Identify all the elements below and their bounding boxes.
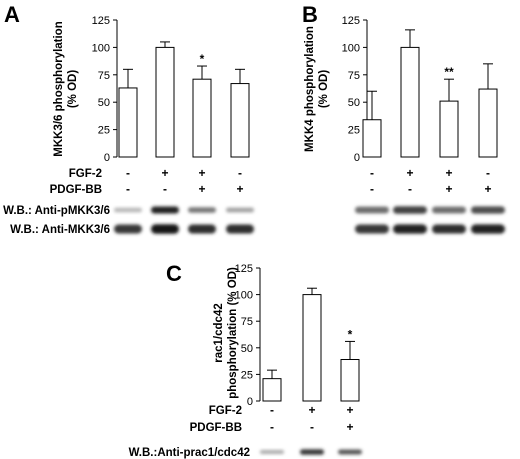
bar [118,87,138,158]
y-tick-label: 100 [342,42,360,54]
condition-sign: + [236,182,243,196]
blot-band [151,224,179,234]
condition-sign: - [126,166,130,180]
condition-sign: - [238,166,242,180]
blot-band [151,206,179,214]
y-axis-title-line: rac1/cdc42 [213,303,225,362]
y-tick-label: 75 [348,70,360,82]
y-axis-title: MKK4 phosphorylation (% OD) [304,26,330,152]
panel-letter: C [166,261,182,286]
condition-sign: + [161,166,168,180]
condition-sign: - [163,182,167,196]
panel-letter: B [302,2,318,27]
condition-label: PDGF-BB [190,422,242,434]
y-tick-label: 100 [92,42,110,54]
bar [400,46,420,158]
condition-sign: + [445,166,452,180]
y-tick-label: 25 [348,125,360,137]
blot-band [393,224,427,234]
blot-label: W.B.: Anti-MKK3/6 [10,224,110,236]
condition-sign: + [346,420,353,434]
bar [192,78,212,158]
blot-band [471,206,505,214]
significance-marker: * [348,327,353,341]
condition-sign: - [270,403,274,417]
y-tick-label: 50 [98,97,110,109]
blot-band [300,449,324,455]
bar [340,359,360,402]
y-tick-label: 75 [98,70,110,82]
bar [230,83,250,158]
blot-band [114,207,142,213]
blot-band [188,224,216,234]
condition-sign: - [370,166,374,180]
blot-band [260,450,284,454]
bar [439,100,459,158]
y-tick-label: 50 [348,97,360,109]
condition-sign: + [198,182,205,196]
y-axis-title-line: MKK3/6 phosphorylation [53,21,65,156]
condition-sign: - [370,182,374,196]
blot-band [355,224,389,234]
y-tick-label: 125 [342,15,360,27]
blot-band [432,206,466,214]
y-tick-label: 25 [241,369,253,381]
y-axis-title: MKK3/6 phosphorylation (% OD) [53,21,79,156]
condition-label: FGF-2 [209,405,242,417]
blot-band [226,207,254,213]
blot-band [471,224,505,234]
panel-letter: A [4,2,20,27]
blot-label: W.B.: Anti-pMKK3/6 [3,205,110,217]
condition-sign: - [310,420,314,434]
blot-band [393,206,427,214]
bar [302,294,322,402]
blot-band [114,224,142,234]
y-tick-label: 0 [104,152,110,164]
condition-label: PDGF-BB [50,184,102,196]
condition-sign: + [484,182,491,196]
condition-sign: - [126,182,130,196]
condition-sign: + [198,166,205,180]
panel-b: B 0 25 50 75 100 125 MKK4 phosphorylation (% OD)… [302,2,505,234]
y-tick-label: 25 [98,125,110,137]
y-tick-label: 0 [247,396,253,408]
condition-sign: - [486,166,490,180]
y-axis-title-line: (% OD) [67,70,79,109]
bar [262,378,282,402]
condition-label: FGF-2 [69,168,102,180]
y-axis-title-line: phosphorylation (% OD) [227,267,239,399]
y-tick-label: 50 [241,343,253,355]
y-tick-label: 0 [354,152,360,164]
bar [362,119,382,158]
condition-sign: + [308,403,315,417]
y-axis-title: rac1/cdc42 phosphorylation (% OD) [213,267,239,399]
blot-label: W.B.:Anti-prac1/cdc42 [129,447,250,459]
condition-sign: - [408,182,412,196]
y-tick-label: 100 [235,290,253,302]
significance-marker: * [200,52,205,66]
blot-band [338,449,362,455]
blot-band [355,206,389,214]
y-axis-title-line: MKK4 phosphorylation [304,26,316,152]
condition-sign: + [406,166,413,180]
panel-a: A 0 25 50 75 100 125 MKK3/6 phosphorylation (% O… [3,2,254,236]
significance-marker: ** [444,65,454,79]
blot-band [188,207,216,213]
blot-band [226,224,254,234]
y-axis-title-line: (% OD) [318,70,330,109]
bar [155,46,175,158]
y-tick-label: 125 [92,15,110,27]
condition-sign: - [270,420,274,434]
blot-band [432,224,466,234]
bar [478,88,498,158]
y-tick-label: 125 [235,263,253,275]
condition-sign: + [346,403,353,417]
y-tick-label: 75 [241,316,253,328]
condition-sign: + [445,182,452,196]
